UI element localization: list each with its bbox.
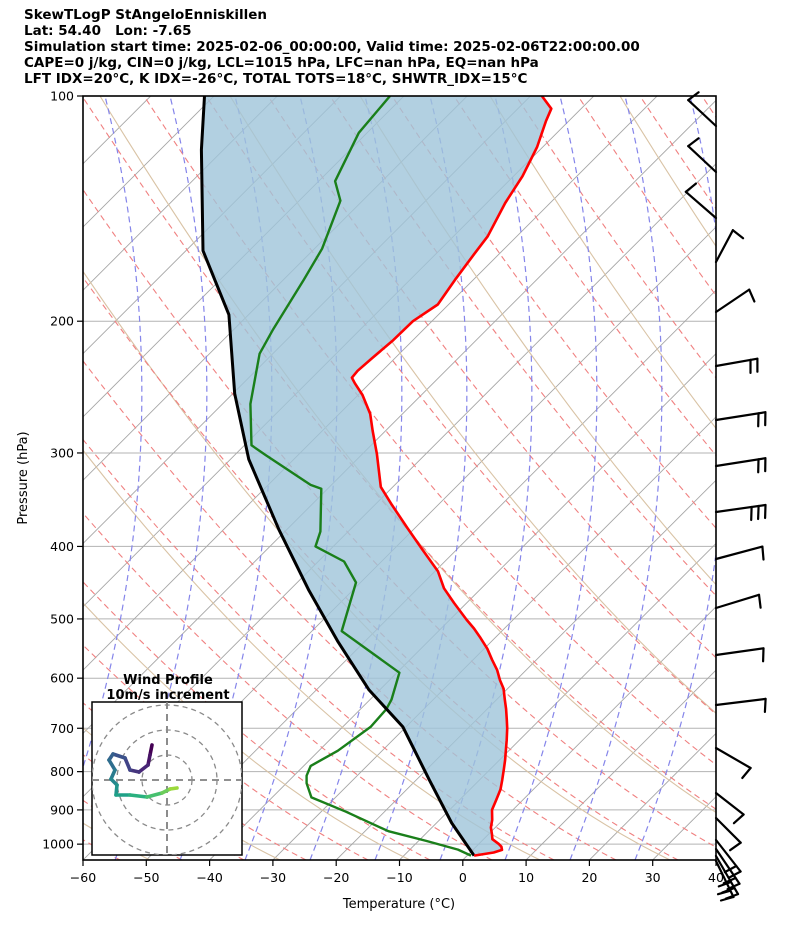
- wind-barbs: [686, 92, 766, 900]
- isotherm-line: [716, 96, 794, 860]
- y-tick-label: 700: [50, 721, 74, 736]
- wind-barb: [716, 699, 766, 712]
- mixing-ratio-line: [0, 96, 12, 860]
- wind-barb: [716, 793, 744, 823]
- wind-barb: [688, 92, 716, 126]
- x-tick-label: 0: [459, 870, 467, 885]
- wind-barb-staff: [686, 192, 716, 218]
- x-tick-label: −20: [323, 870, 349, 885]
- wind-barb-tick: [765, 699, 766, 712]
- wind-barb-tick: [733, 230, 743, 238]
- isotherm-line: [463, 96, 794, 860]
- wind-barb: [716, 290, 754, 312]
- wind-barb-tick: [749, 290, 754, 302]
- wind-barb-staff: [716, 648, 764, 655]
- wind-barb-tick: [686, 184, 696, 192]
- wind-barb-staff: [716, 230, 733, 262]
- x-tick-label: −30: [260, 870, 286, 885]
- latlon-line: Lat: 54.40 Lon: -7.65: [24, 23, 192, 39]
- y-tick-label: 900: [50, 802, 74, 817]
- wind-barb-staff: [716, 699, 766, 705]
- indices-line: LFT IDX=20°C, K IDX=-26°C, TOTAL TOTS=18…: [24, 71, 527, 87]
- isotherm-line: [653, 96, 794, 860]
- y-axis-label: Pressure (hPa): [16, 431, 31, 524]
- hodograph-trace-segment: [170, 788, 177, 789]
- wind-barb: [716, 595, 761, 608]
- y-tick-label: 800: [50, 764, 74, 779]
- wind-barb-tick: [742, 768, 750, 778]
- mixing-ratio-line: [570, 96, 662, 860]
- simulation-time-line: Simulation start time: 2025-02-06_00:00:…: [24, 39, 640, 55]
- isotherm-line: [589, 96, 794, 860]
- hodograph-trace-segment: [130, 795, 147, 797]
- x-tick-label: −40: [196, 870, 222, 885]
- y-tick-label: 600: [50, 671, 74, 686]
- x-tick-label: 10: [518, 870, 534, 885]
- x-tick-label: −10: [386, 870, 412, 885]
- x-tick-label: −50: [133, 870, 159, 885]
- wind-barb-tick: [759, 595, 761, 608]
- wind-barb-tick: [758, 506, 759, 519]
- y-tick-label: 500: [50, 611, 74, 626]
- y-tick-label: 200: [50, 314, 74, 329]
- wind-barb: [716, 458, 765, 472]
- x-tick-label: 20: [581, 870, 597, 885]
- x-axis-label: Temperature (°C): [342, 897, 455, 912]
- wind-barb-staff: [716, 793, 744, 815]
- hodograph-title: Wind Profile: [123, 673, 213, 688]
- wind-barb-staff: [716, 748, 751, 768]
- isotherm-line: [526, 96, 794, 860]
- wind-barb: [716, 748, 751, 778]
- wind-barb: [716, 230, 743, 262]
- wind-barb-staff: [716, 547, 762, 559]
- x-tick-label: 30: [645, 870, 661, 885]
- wind-barb-staff: [716, 595, 759, 608]
- wind-barb-tick: [734, 815, 744, 824]
- y-axis-ticks: 100 200 300 400 500 600 700 800 900 1000: [42, 89, 83, 852]
- mixing-ratio-line: [635, 96, 727, 860]
- title-line: SkewTLogP StAngeloEnniskillen: [24, 7, 267, 23]
- cape-cin-line: CAPE=0 j/kg, CIN=0 j/kg, LCL=1015 hPa, L…: [24, 55, 539, 71]
- wind-barb-staff: [716, 290, 749, 312]
- dry-adiabat-line: [750, 96, 794, 860]
- hodograph-subtitle: 10m/s increment: [106, 688, 229, 703]
- mixing-ratio-line: [505, 96, 597, 860]
- wind-barb: [716, 648, 764, 661]
- y-tick-label: 300: [50, 445, 74, 460]
- y-tick-label: 400: [50, 539, 74, 554]
- x-tick-label: −60: [70, 870, 96, 885]
- wind-barb: [716, 547, 764, 560]
- dry-adiabat-line: [490, 96, 794, 860]
- wind-barb: [716, 412, 765, 426]
- wind-barb: [716, 505, 766, 520]
- wind-barb-tick: [730, 843, 741, 851]
- y-tick-label: 1000: [42, 837, 74, 852]
- moist-adiabat-line: [764, 96, 794, 860]
- y-tick-label: 100: [50, 89, 74, 104]
- wind-barb: [716, 359, 757, 373]
- hodograph-inset: Wind Profile 10m/s increment: [92, 673, 242, 855]
- header-block: SkewTLogP StAngeloEnniskillen Lat: 54.40…: [24, 7, 640, 87]
- moist-adiabat-line: [578, 96, 794, 860]
- wind-barb-tick: [762, 547, 763, 560]
- moist-adiabat-line: [640, 96, 794, 860]
- wind-barb: [688, 138, 716, 172]
- mixing-ratio-line: [0, 96, 77, 860]
- wind-barb-tick: [688, 138, 698, 146]
